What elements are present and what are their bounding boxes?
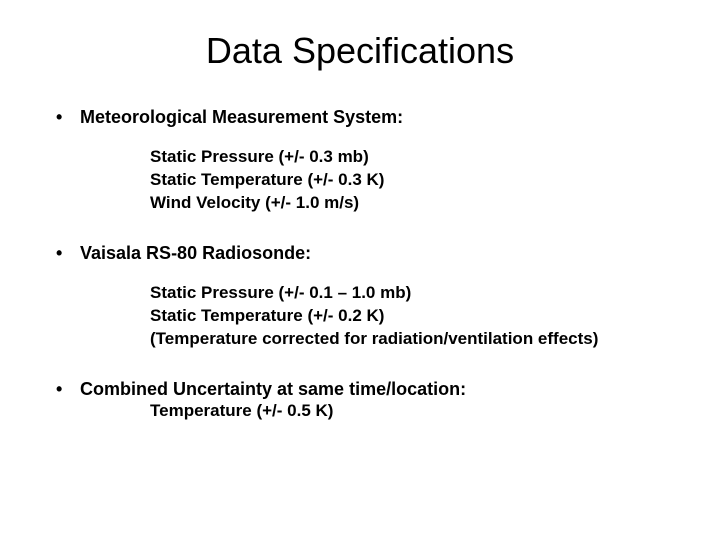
bullet-header: • Combined Uncertainty at same time/loca…: [50, 379, 670, 400]
sub-items-list: Temperature (+/- 0.5 K): [50, 400, 670, 423]
sub-items-list: Static Pressure (+/- 0.3 mb) Static Temp…: [50, 146, 670, 215]
section-header-text: Meteorological Measurement System:: [80, 107, 670, 128]
sub-item: Temperature (+/- 0.5 K): [150, 400, 670, 423]
sub-item: Static Pressure (+/- 0.3 mb): [150, 146, 670, 169]
section-meteorological: • Meteorological Measurement System: Sta…: [50, 107, 670, 215]
sub-item: Wind Velocity (+/- 1.0 m/s): [150, 192, 670, 215]
bullet-icon: •: [50, 379, 80, 400]
bullet-header: • Meteorological Measurement System:: [50, 107, 670, 128]
section-vaisala: • Vaisala RS-80 Radiosonde: Static Press…: [50, 243, 670, 351]
section-header-text: Vaisala RS-80 Radiosonde:: [80, 243, 670, 264]
sub-item: Static Temperature (+/- 0.3 K): [150, 169, 670, 192]
section-combined: • Combined Uncertainty at same time/loca…: [50, 379, 670, 423]
sub-item: (Temperature corrected for radiation/ven…: [150, 328, 670, 351]
section-header-text: Combined Uncertainty at same time/locati…: [80, 379, 670, 400]
bullet-icon: •: [50, 107, 80, 128]
sub-items-list: Static Pressure (+/- 0.1 – 1.0 mb) Stati…: [50, 282, 670, 351]
bullet-icon: •: [50, 243, 80, 264]
slide-title: Data Specifications: [50, 30, 670, 72]
bullet-header: • Vaisala RS-80 Radiosonde:: [50, 243, 670, 264]
sub-item: Static Pressure (+/- 0.1 – 1.0 mb): [150, 282, 670, 305]
sub-item: Static Temperature (+/- 0.2 K): [150, 305, 670, 328]
